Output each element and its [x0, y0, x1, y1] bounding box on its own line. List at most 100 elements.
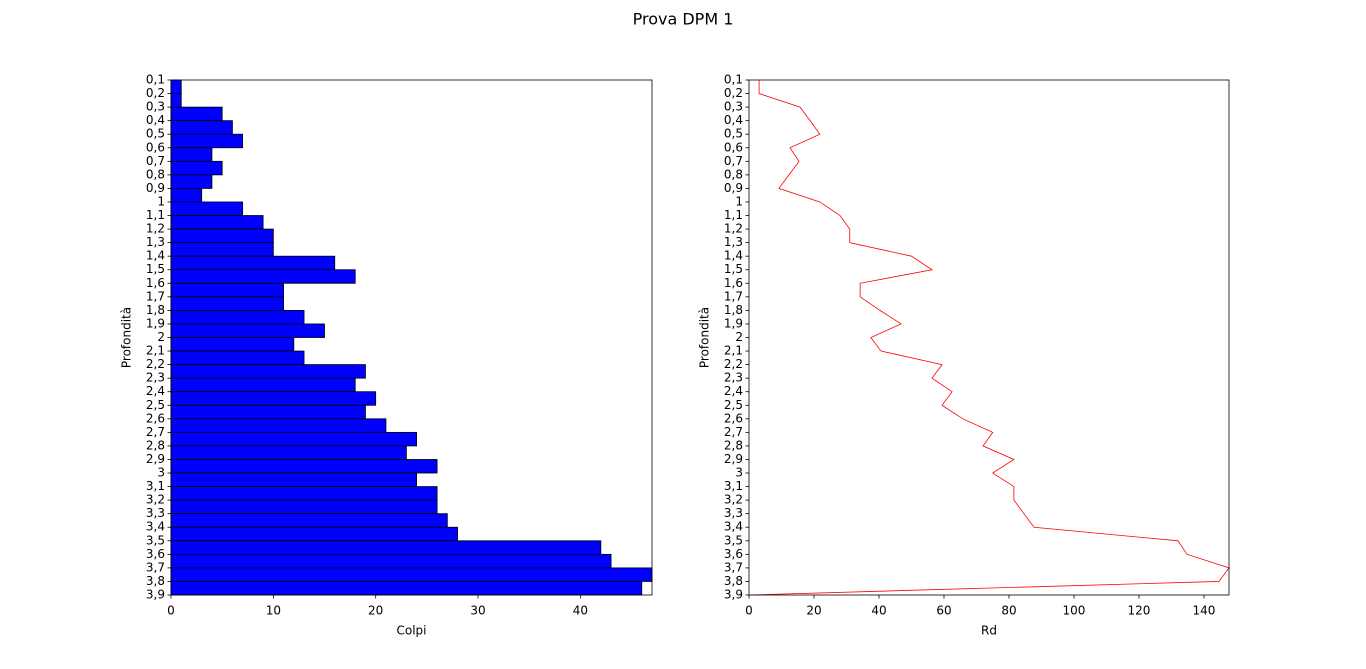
x-tick-label: 20	[368, 604, 383, 618]
x-tick-label: 10	[266, 604, 281, 618]
y-tick-label: 2,1	[146, 344, 165, 358]
x-tick-label: 20	[806, 604, 821, 618]
y-tick-label: 0,8	[146, 167, 165, 181]
y-tick-label: 3,8	[146, 574, 165, 588]
y-tick-label: 1,1	[724, 208, 743, 222]
y-tick-label: 2,2	[146, 357, 165, 371]
y-tick-label: 3,1	[146, 479, 165, 493]
y-tick-label: 3,7	[724, 560, 743, 574]
bar	[170, 404, 366, 420]
y-tick-label: 2,1	[724, 344, 743, 358]
bar	[170, 242, 274, 257]
y-tick-label: 1,9	[146, 316, 165, 330]
y-tick-label: 1,6	[724, 276, 743, 290]
x-tick-label: 60	[936, 604, 951, 618]
y-tick-label: 2,7	[146, 425, 165, 439]
bar	[170, 79, 182, 94]
bar	[170, 133, 244, 149]
y-tick-label: 3	[735, 466, 743, 480]
y-tick-label: 2,9	[724, 452, 743, 466]
y-tick-label: 2,3	[724, 371, 743, 385]
y-tick-label: 3,2	[146, 493, 165, 507]
y-tick-label: 3,9	[724, 588, 743, 602]
y-tick-label: 2,8	[146, 438, 165, 452]
y-tick-label: 1,4	[724, 249, 743, 263]
bar	[170, 553, 612, 569]
y-tick-label: 0,4	[146, 113, 165, 127]
y-tick-label: 3,4	[146, 520, 165, 534]
y-tick-label: 3,3	[724, 506, 743, 520]
y-tick-label: 2,7	[724, 425, 743, 439]
y-tick-label: 0,7	[724, 154, 743, 168]
y-tick-label: 0,1	[724, 73, 743, 87]
y-tick-label: 2,4	[146, 384, 165, 398]
x-axis-label: Colpi	[396, 624, 426, 638]
y-tick-label: 2,4	[724, 384, 743, 398]
y-tick-label: 0,7	[146, 154, 165, 168]
y-tick-label: 1,6	[146, 276, 165, 290]
x-tick-label: 0	[745, 604, 753, 618]
bar	[170, 282, 284, 298]
y-tick-label: 2,2	[724, 357, 743, 371]
bar	[170, 581, 643, 596]
y-tick-label: 1,7	[724, 289, 743, 303]
y-tick-label: 3,7	[146, 560, 165, 574]
bar	[170, 215, 264, 230]
bar	[170, 201, 244, 216]
y-tick-label: 0,4	[724, 113, 743, 127]
bar	[170, 499, 438, 515]
y-tick-label: 1,9	[724, 316, 743, 330]
y-tick-label: 0,6	[724, 140, 743, 154]
y-tick-label: 3,5	[724, 533, 743, 547]
y-tick-label: 1	[735, 194, 743, 208]
y-tick-label: 2	[157, 330, 165, 344]
bar	[170, 391, 377, 406]
x-tick-label: 120	[1128, 604, 1151, 618]
y-tick-label: 2,3	[146, 371, 165, 385]
y-tick-label: 1,8	[146, 303, 165, 317]
bar	[170, 350, 305, 366]
y-tick-label: 3,6	[724, 547, 743, 561]
y-tick-label: 0,3	[146, 100, 165, 114]
bar	[170, 323, 325, 338]
bar	[170, 120, 233, 135]
bar	[170, 540, 602, 555]
bar	[170, 93, 182, 108]
bar	[170, 337, 295, 352]
y-tick-label: 0,5	[724, 127, 743, 141]
y-tick-label: 2,6	[724, 411, 743, 425]
y-tick-label: 1,7	[146, 289, 165, 303]
bar	[170, 364, 366, 379]
y-tick-label: 1,3	[146, 235, 165, 249]
y-tick-label: 2,8	[724, 438, 743, 452]
line	[748, 80, 1230, 596]
y-tick-label: 3,4	[724, 520, 743, 534]
y-tick-label: 1,2	[724, 222, 743, 236]
x-tick-label: 80	[1001, 604, 1016, 618]
y-tick-label: 3,5	[146, 533, 165, 547]
y-tick-label: 1,2	[146, 222, 165, 236]
y-tick-label: 1,1	[146, 208, 165, 222]
bar	[170, 106, 223, 122]
bar	[170, 174, 213, 189]
y-tick-label: 3,3	[146, 506, 165, 520]
bar	[170, 309, 305, 325]
bar	[170, 228, 274, 244]
y-tick-label: 0,8	[724, 167, 743, 181]
bar	[170, 445, 407, 460]
bar	[170, 567, 653, 582]
bar	[170, 147, 213, 162]
y-tick-label: 0,9	[724, 181, 743, 195]
bar	[170, 513, 448, 528]
y-tick-label: 3,8	[724, 574, 743, 588]
y-tick-label: 0,6	[146, 140, 165, 154]
x-tick-label: 40	[573, 604, 588, 618]
y-tick-label: 1,5	[724, 262, 743, 276]
y-axis-label: Profondità	[120, 307, 134, 368]
bar	[170, 431, 418, 447]
y-tick-label: 0,9	[146, 181, 165, 195]
y-tick-label: 3,1	[724, 479, 743, 493]
y-tick-label: 1	[157, 194, 165, 208]
x-tick-label: 140	[1193, 604, 1216, 618]
